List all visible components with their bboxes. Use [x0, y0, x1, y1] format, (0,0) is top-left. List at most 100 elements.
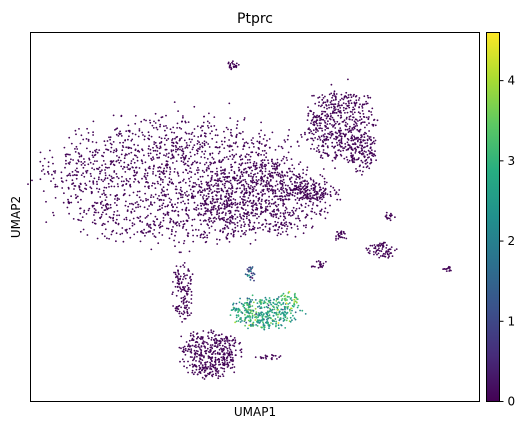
data-point [312, 116, 315, 119]
data-point [228, 221, 231, 224]
data-point [183, 345, 186, 348]
data-point [328, 106, 330, 109]
data-point [279, 233, 282, 236]
data-point [207, 193, 210, 195]
data-point [92, 163, 95, 165]
data-point [171, 230, 173, 233]
data-point [285, 194, 288, 196]
data-point [130, 151, 133, 154]
data-point [319, 186, 321, 189]
data-point [240, 351, 243, 354]
data-point [287, 194, 289, 197]
data-point [165, 160, 168, 163]
cluster-small-top-cluster [227, 60, 240, 71]
data-point [180, 220, 182, 223]
data-point [128, 227, 131, 230]
data-point [198, 184, 201, 186]
data-point [107, 220, 109, 223]
data-point [266, 313, 268, 316]
data-point [207, 203, 210, 206]
data-point [367, 96, 370, 99]
data-point [187, 165, 190, 167]
data-point [172, 226, 174, 228]
data-point [315, 131, 317, 134]
data-point [330, 100, 333, 102]
data-point [158, 195, 160, 197]
data-point [186, 190, 188, 193]
data-point [180, 127, 183, 130]
data-point [275, 180, 278, 183]
data-point [211, 202, 213, 205]
data-point [268, 227, 271, 230]
data-point [362, 121, 364, 124]
data-point [264, 165, 267, 168]
data-point [188, 348, 191, 351]
data-point [264, 168, 267, 170]
data-point [123, 180, 125, 183]
data-point [79, 182, 82, 185]
data-point [378, 247, 380, 250]
data-point [266, 179, 269, 182]
data-point [286, 312, 288, 314]
data-point [376, 119, 379, 122]
data-point [185, 301, 188, 303]
data-point [167, 137, 170, 140]
data-point [258, 148, 260, 150]
data-point [264, 170, 267, 173]
data-point [206, 361, 209, 363]
data-point [254, 214, 256, 217]
data-point [329, 101, 332, 104]
cluster-left-cluster-tail [274, 180, 340, 202]
data-point [52, 170, 55, 173]
data-point [342, 109, 345, 112]
data-point [154, 149, 157, 152]
data-point [252, 142, 255, 145]
data-point [207, 210, 209, 213]
data-point [108, 216, 111, 218]
data-point [244, 309, 246, 312]
data-point [231, 339, 234, 342]
data-point [182, 115, 184, 117]
data-point [190, 176, 193, 179]
data-point [286, 188, 288, 191]
data-point [207, 195, 210, 198]
data-point [268, 146, 271, 149]
data-point [203, 140, 206, 143]
data-point [209, 364, 212, 367]
data-point [247, 153, 250, 156]
data-point [284, 299, 287, 302]
data-point [319, 200, 322, 203]
data-point [374, 154, 377, 157]
data-point [214, 369, 217, 372]
data-point [197, 208, 200, 210]
data-point [293, 185, 296, 187]
data-point [252, 190, 255, 193]
data-point [276, 158, 279, 161]
data-point [45, 200, 47, 203]
data-point [218, 363, 220, 366]
data-point [78, 153, 81, 155]
data-point [269, 178, 272, 181]
data-point [178, 273, 180, 276]
data-point [270, 175, 272, 178]
data-point [212, 217, 215, 220]
data-point [340, 93, 343, 96]
data-point [225, 206, 228, 209]
data-point [183, 317, 186, 320]
data-point [295, 208, 298, 210]
data-point [114, 202, 116, 204]
data-point [165, 148, 168, 151]
data-point [218, 150, 221, 153]
data-point [168, 173, 171, 176]
data-point [169, 171, 172, 173]
data-point [174, 309, 177, 312]
data-point [148, 224, 150, 227]
data-point [319, 214, 322, 216]
data-point [221, 350, 224, 353]
data-point [359, 152, 361, 155]
data-point [109, 136, 112, 139]
data-point [266, 302, 269, 305]
data-point [227, 364, 230, 367]
data-point [215, 374, 218, 377]
